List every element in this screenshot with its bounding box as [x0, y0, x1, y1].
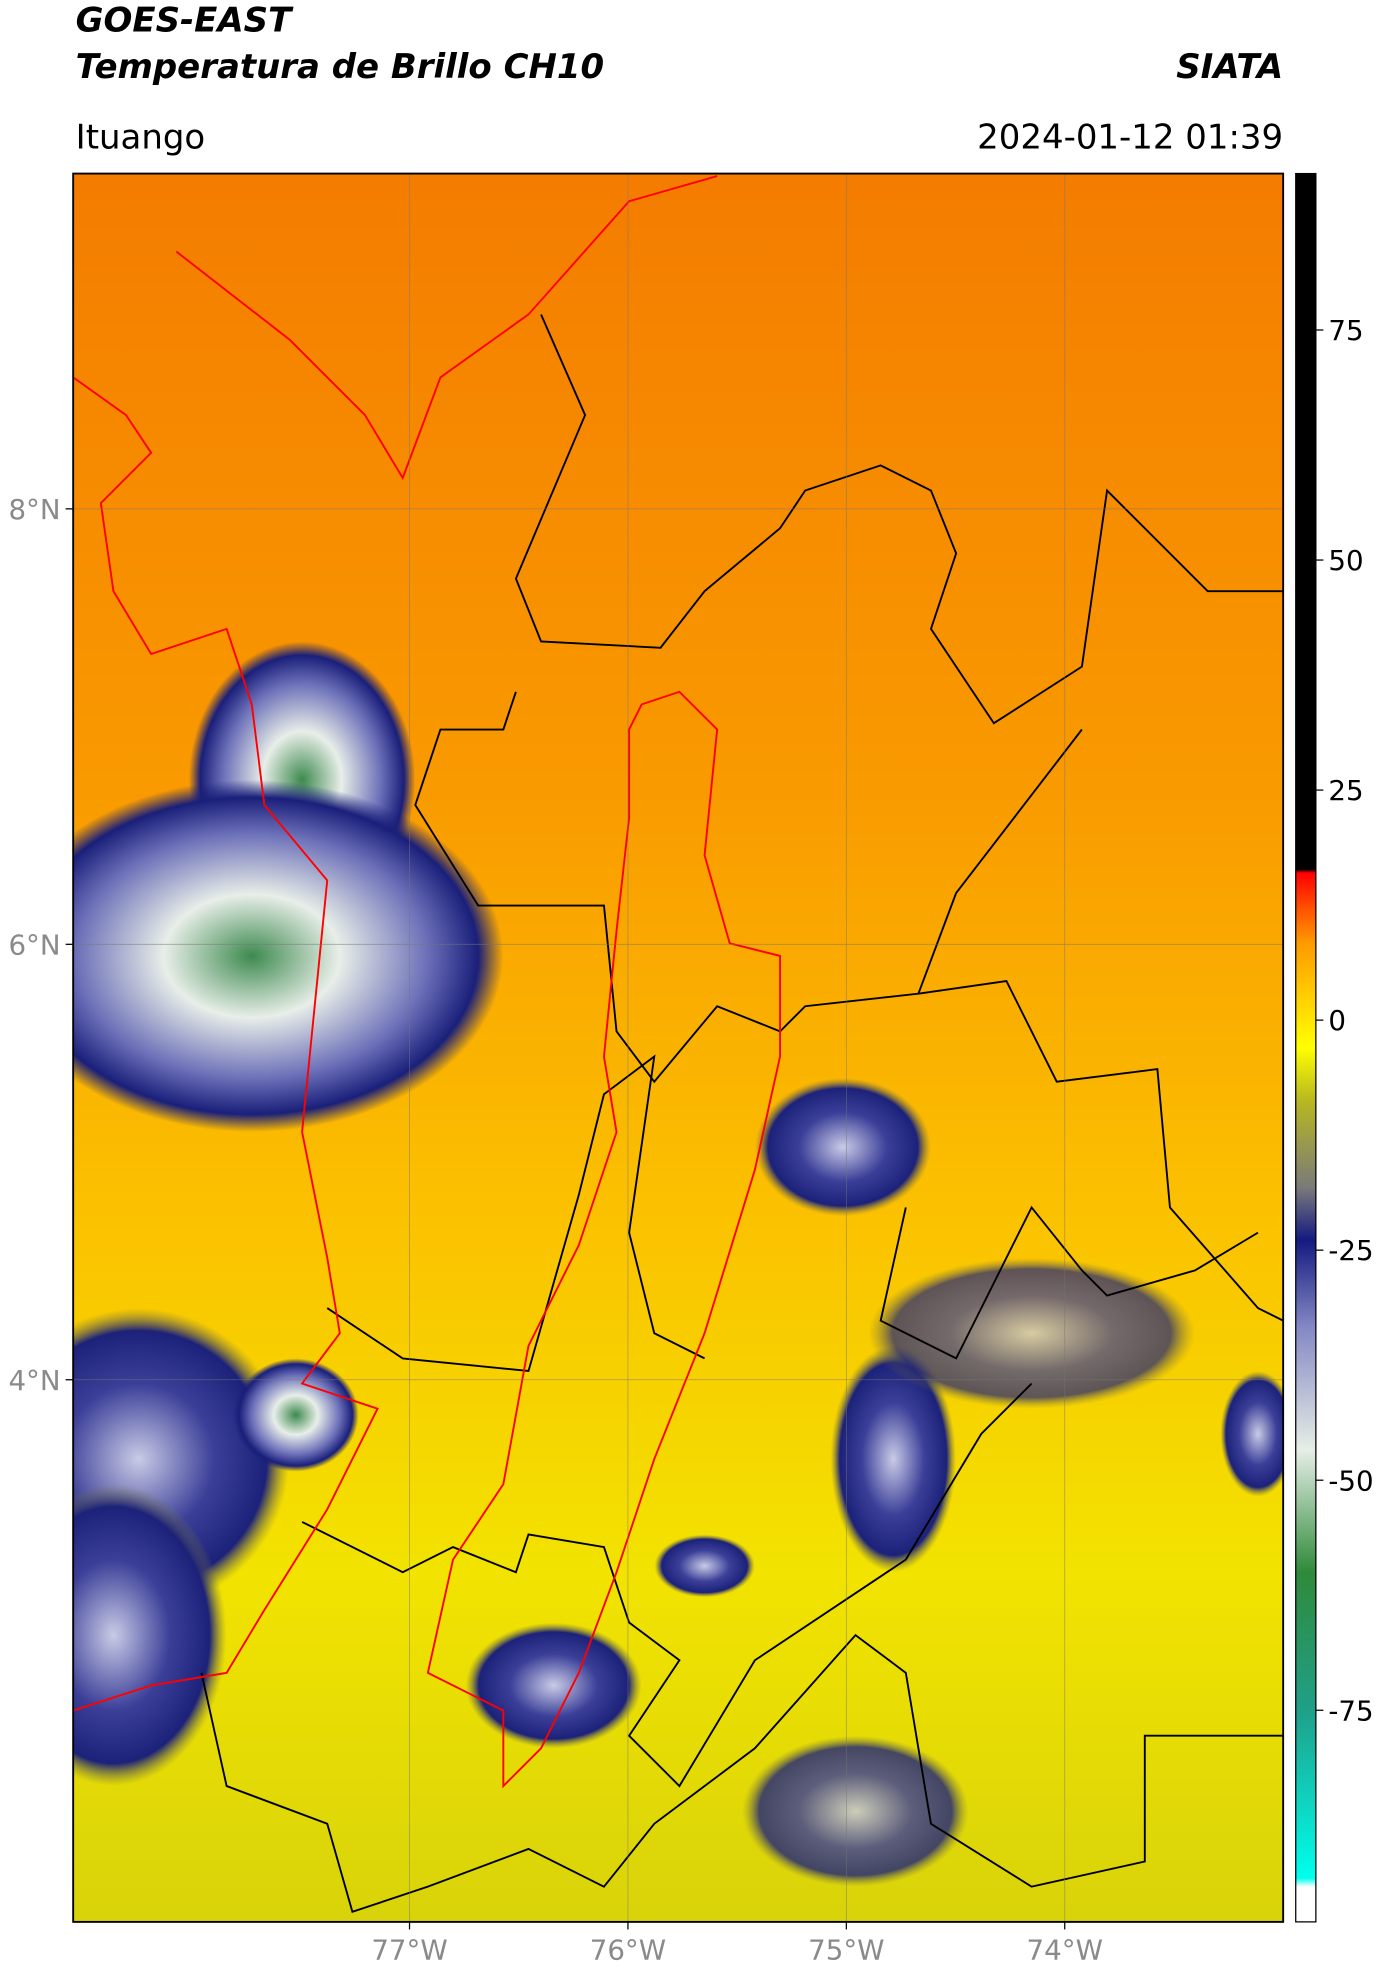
y-tick-label: 6°N: [8, 928, 60, 961]
colorbar-tick-label: 0: [1328, 1004, 1346, 1037]
coastline: [73, 376, 379, 1712]
boundary: [414, 691, 1083, 1084]
boundary: [514, 314, 1284, 725]
cloud: [654, 1534, 755, 1598]
boundary: [326, 1054, 705, 1372]
colorbar-tick-label: 25: [1328, 774, 1363, 807]
cloud: [868, 1257, 1196, 1409]
datetime: 2024-01-12 01:39: [977, 117, 1283, 157]
colorbar-tick-label: 75: [1328, 314, 1363, 347]
coastline: [175, 175, 718, 481]
x-tick-label: 74°W: [1027, 1934, 1103, 1967]
colorbar-tick-label: -75: [1328, 1694, 1373, 1727]
x-tick-label: 76°W: [590, 1934, 666, 1967]
y-tick-label: 4°N: [8, 1364, 60, 1397]
location: Ituango: [76, 117, 206, 157]
title: GOES-EAST: [76, 0, 294, 40]
region-outline: [426, 690, 781, 1789]
colorbar-tick-label: 50: [1328, 544, 1363, 577]
cloud: [742, 1735, 969, 1887]
boundary: [301, 1382, 1033, 1788]
boundary: [200, 1633, 1284, 1914]
cloud: [73, 1484, 227, 1786]
cloud: [830, 1345, 957, 1573]
map-frame: [72, 172, 1285, 1923]
map-image: [73, 173, 1284, 1922]
boundary: [879, 1205, 1259, 1360]
subtitle: Temperatura de Brillo CH10: [76, 47, 604, 87]
x-tick-label: 77°W: [371, 1934, 447, 1967]
cloud: [465, 1622, 642, 1749]
cloud: [232, 1358, 359, 1472]
cloud: [1220, 1370, 1284, 1497]
boundary: [918, 980, 1284, 1322]
colorbar-tick-label: -50: [1328, 1464, 1373, 1497]
grid: [73, 173, 1284, 1922]
colorbar-tick-label: -25: [1328, 1234, 1373, 1267]
source: SIATA: [1176, 47, 1283, 87]
cloud: [754, 1077, 931, 1217]
cloud: [73, 779, 504, 1132]
x-tick-label: 75°W: [808, 1934, 884, 1967]
colorbar: [1295, 172, 1317, 1923]
y-tick-label: 8°N: [8, 493, 60, 526]
